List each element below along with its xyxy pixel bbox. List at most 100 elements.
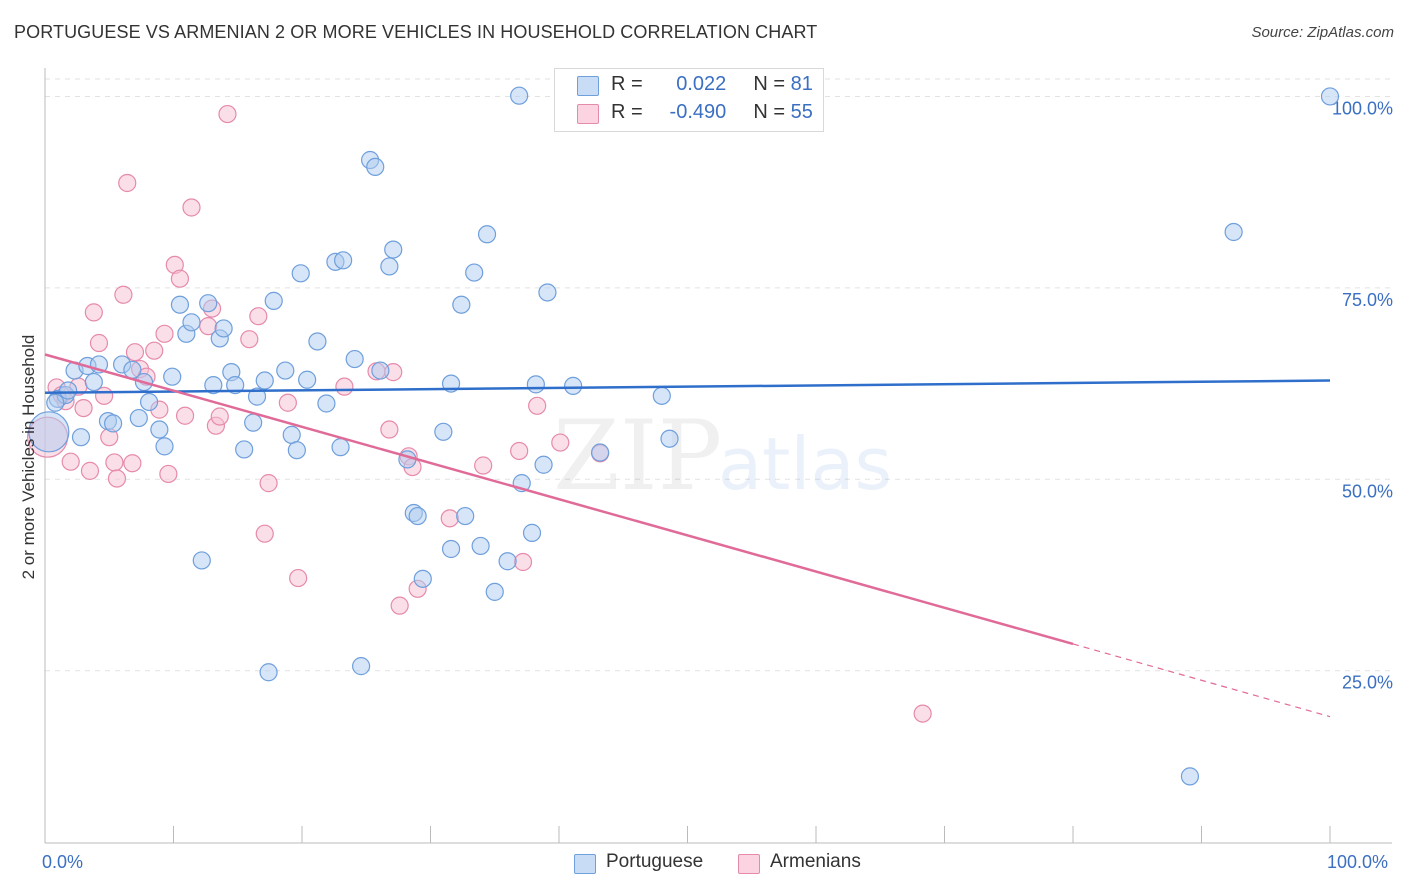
armenians-point <box>155 324 174 343</box>
portuguese-point <box>129 408 148 428</box>
portuguese-point <box>1180 767 1200 786</box>
legend-text-portuguese: R = 0.022 N = 81 <box>611 73 813 96</box>
portuguese-swatch <box>577 76 599 96</box>
portuguese-point <box>591 443 610 462</box>
armenians-trend-extension <box>1072 643 1331 718</box>
portuguese-point <box>259 663 278 682</box>
armenians-point <box>278 393 297 412</box>
portuguese-point <box>408 506 427 526</box>
portuguese-legend-swatch <box>574 854 596 874</box>
portuguese-point <box>291 264 310 283</box>
r-value: 0.022 <box>676 73 727 95</box>
armenians-point <box>61 452 80 471</box>
portuguese-point <box>471 536 490 556</box>
armenians-point <box>528 396 547 415</box>
n-label: N = <box>753 101 786 123</box>
armenians-point <box>240 330 259 349</box>
armenians-point <box>380 420 399 439</box>
portuguese-point <box>534 455 553 474</box>
portuguese-trend-line <box>44 379 1331 395</box>
y-tick-label: 25.0% <box>1342 673 1393 693</box>
portuguese-point <box>276 361 295 380</box>
armenians-point <box>107 469 127 488</box>
portuguese-point <box>371 361 390 380</box>
portuguese-point <box>452 295 471 314</box>
portuguese-points <box>28 86 1340 786</box>
portuguese-point <box>334 251 353 270</box>
portuguese-point <box>155 437 174 456</box>
portuguese-point <box>526 375 545 394</box>
grid-lines <box>45 78 1392 672</box>
armenians-legend-swatch <box>738 854 760 874</box>
portuguese-point <box>182 313 201 332</box>
watermark-zip: ZIP <box>553 400 722 512</box>
portuguese-point <box>413 569 432 588</box>
portuguese-point <box>214 319 233 338</box>
x-tick-label-min: 0.0% <box>42 852 84 872</box>
chart-title: PORTUGUESE VS ARMENIAN 2 OR MORE VEHICLE… <box>14 22 818 42</box>
portuguese-point <box>384 240 403 259</box>
portuguese-point <box>1320 87 1340 106</box>
armenians-point <box>289 568 308 588</box>
armenians-points <box>26 104 932 723</box>
portuguese-point <box>308 332 327 351</box>
y-tick-label: 50.0% <box>1342 481 1393 501</box>
portuguese-point <box>317 394 336 413</box>
portuguese-point <box>485 582 504 601</box>
n-label: N = <box>753 73 786 95</box>
portuguese-point <box>192 551 211 570</box>
armenians-point <box>255 524 274 543</box>
armenians-point <box>89 333 109 353</box>
y-tick-labels: 25.0% 50.0% 75.0% 100.0% <box>1332 98 1393 692</box>
armenians-point <box>440 509 459 528</box>
portuguese-point <box>28 411 70 453</box>
portuguese-point <box>287 441 306 460</box>
armenians-point <box>123 454 142 473</box>
portuguese-point <box>163 367 182 386</box>
portuguese-point <box>1224 222 1243 242</box>
armenians-point <box>474 456 493 475</box>
armenians-point <box>513 552 533 572</box>
watermark: ZIP atlas <box>553 400 892 512</box>
portuguese-point <box>660 429 679 448</box>
armenians-point <box>74 398 93 418</box>
portuguese-point <box>84 372 103 392</box>
portuguese-point <box>150 420 169 439</box>
armenians-point <box>335 377 354 396</box>
armenians-point <box>510 441 529 461</box>
portuguese-point <box>255 371 274 390</box>
portuguese-point <box>352 657 371 676</box>
portuguese-point <box>538 283 557 302</box>
armenians-point <box>125 343 145 362</box>
armenians-point <box>210 407 229 426</box>
armenians-point <box>145 341 164 360</box>
portuguese-point <box>264 291 283 310</box>
portuguese-point <box>298 370 317 389</box>
portuguese-point <box>456 506 475 526</box>
source-label: Source: ZipAtlas.com <box>1251 24 1394 41</box>
portuguese-point <box>204 376 223 395</box>
portuguese-point <box>441 539 461 559</box>
portuguese-point <box>139 392 159 412</box>
portuguese-point <box>235 440 254 459</box>
portuguese-point <box>498 552 517 571</box>
armenians-point <box>390 596 409 615</box>
y-tick-label: 75.0% <box>1342 290 1393 310</box>
portuguese-point <box>380 257 399 276</box>
armenians-point <box>218 104 237 124</box>
armenians-point <box>259 474 278 493</box>
portuguese-point <box>652 386 671 405</box>
portuguese-point <box>345 349 364 369</box>
armenians-point <box>105 453 124 472</box>
correlation-legend: R = 0.022 N = 81 R = -0.490 N = 55 <box>554 68 824 132</box>
armenians-point <box>182 198 201 217</box>
portuguese-point <box>366 157 385 176</box>
n-value: 81 <box>790 73 813 95</box>
portuguese-point <box>247 387 267 406</box>
portuguese-point <box>477 225 497 244</box>
portuguese-point <box>226 376 245 395</box>
portuguese-point <box>434 422 453 441</box>
portuguese-point <box>465 263 484 282</box>
n-value: 55 <box>790 101 813 123</box>
r-value: -0.490 <box>669 101 727 123</box>
